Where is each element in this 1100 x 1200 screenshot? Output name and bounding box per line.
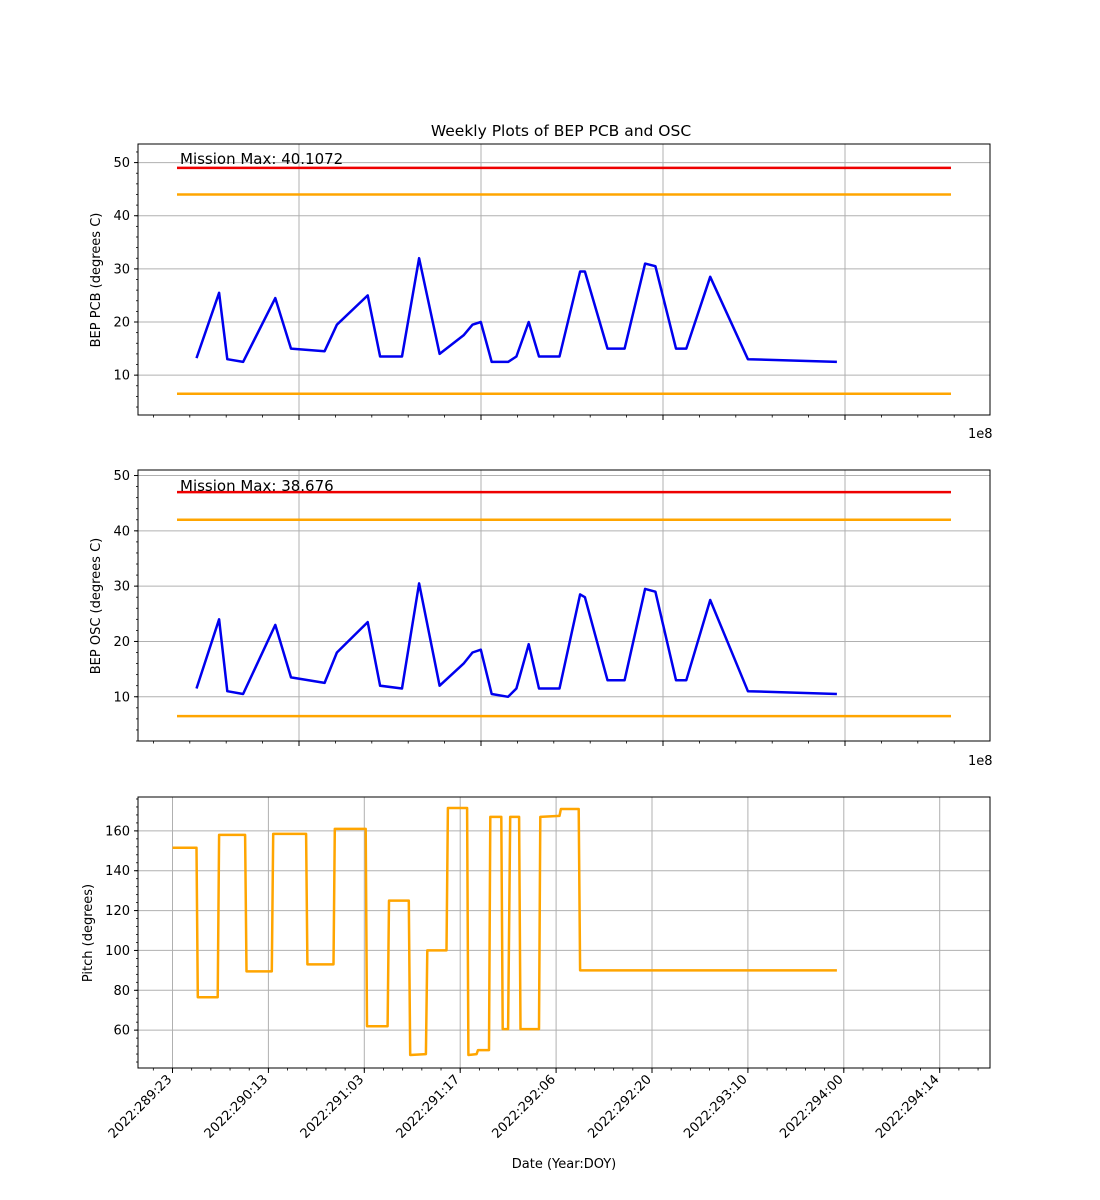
osc-lines	[177, 490, 951, 718]
y-tick-label: 160	[105, 824, 130, 839]
pcb-axes-frame	[137, 143, 991, 416]
y-tick-label: 10	[113, 369, 130, 384]
osc-grid	[138, 470, 990, 741]
temperature-series-line	[195, 582, 837, 699]
pcb-offset-text: 1e8	[968, 427, 993, 442]
osc-offset-text: 1e8	[968, 754, 993, 769]
y-tick-label: 50	[113, 156, 130, 171]
y-tick-label: 40	[113, 209, 130, 224]
y-tick-label: 60	[113, 1024, 130, 1039]
pcb-lines	[177, 166, 951, 395]
y-tick-label: 120	[105, 904, 130, 919]
y-tick-label: 30	[113, 262, 130, 277]
pcb-ticks: 10 20 30 40 50	[113, 151, 955, 420]
y-tick-label: 40	[113, 524, 130, 539]
y-tick-label: 140	[105, 864, 130, 879]
y-tick-label: 10	[113, 690, 130, 705]
y-tick-label: 50	[113, 469, 130, 484]
pitch-grid	[138, 797, 990, 1068]
x-tick-label: 2022:294:14	[873, 1072, 942, 1141]
osc-axes-frame	[137, 469, 991, 742]
y-tick-label: 20	[113, 635, 130, 650]
x-tick-label: 2022:294:00	[777, 1072, 846, 1141]
pcb-grid	[138, 144, 990, 415]
pitch-lines	[172, 806, 837, 1057]
bep-pcb-panel: 10 20 30 40 50 Mission Max: 40.1072 1e8 BEP …	[89, 143, 993, 442]
y-tick-label: 100	[105, 944, 130, 959]
x-tick-label: 2022:291:17	[394, 1072, 463, 1141]
x-tick-label: 2022:291:03	[298, 1072, 367, 1141]
pitch-ticks: 60 80 100 120 140 160	[105, 798, 979, 1073]
bep-osc-panel: 10 20 30 40 50 Mission Max: 38.676 1e8 BEP O…	[89, 469, 993, 769]
x-tick-label: 2022:292:20	[585, 1072, 654, 1141]
x-tick-label: 2022:293:10	[681, 1072, 750, 1141]
pcb-y-axis-label: BEP PCB (degrees C)	[89, 213, 104, 348]
osc-ticks: 10 20 30 40 50	[113, 469, 955, 746]
x-tick-label: 2022:290:13	[202, 1072, 271, 1141]
pitch-axes-frame	[137, 796, 991, 1069]
osc-y-axis-label: BEP OSC (degrees C)	[89, 538, 104, 674]
pitch-x-tick-labels: 2022:289:23 2022:290:13 2022:291:03 2022:29…	[106, 1072, 943, 1141]
temperature-series-line	[195, 256, 837, 364]
figure-title: Weekly Plots of BEP PCB and OSC	[431, 122, 691, 140]
y-tick-label: 30	[113, 580, 130, 595]
x-axis-label: Date (Year:DOY)	[512, 1157, 617, 1172]
y-tick-label: 80	[113, 984, 130, 999]
pitch-series-line	[172, 806, 837, 1057]
pcb-mission-max-annotation: Mission Max: 40.1072	[180, 150, 343, 168]
pitch-y-axis-label: Pitch (degrees)	[81, 884, 96, 982]
y-tick-label: 20	[113, 316, 130, 331]
x-tick-label: 2022:289:23	[106, 1072, 175, 1141]
osc-mission-max-annotation: Mission Max: 38.676	[180, 477, 334, 495]
x-tick-label: 2022:292:06	[489, 1072, 558, 1141]
